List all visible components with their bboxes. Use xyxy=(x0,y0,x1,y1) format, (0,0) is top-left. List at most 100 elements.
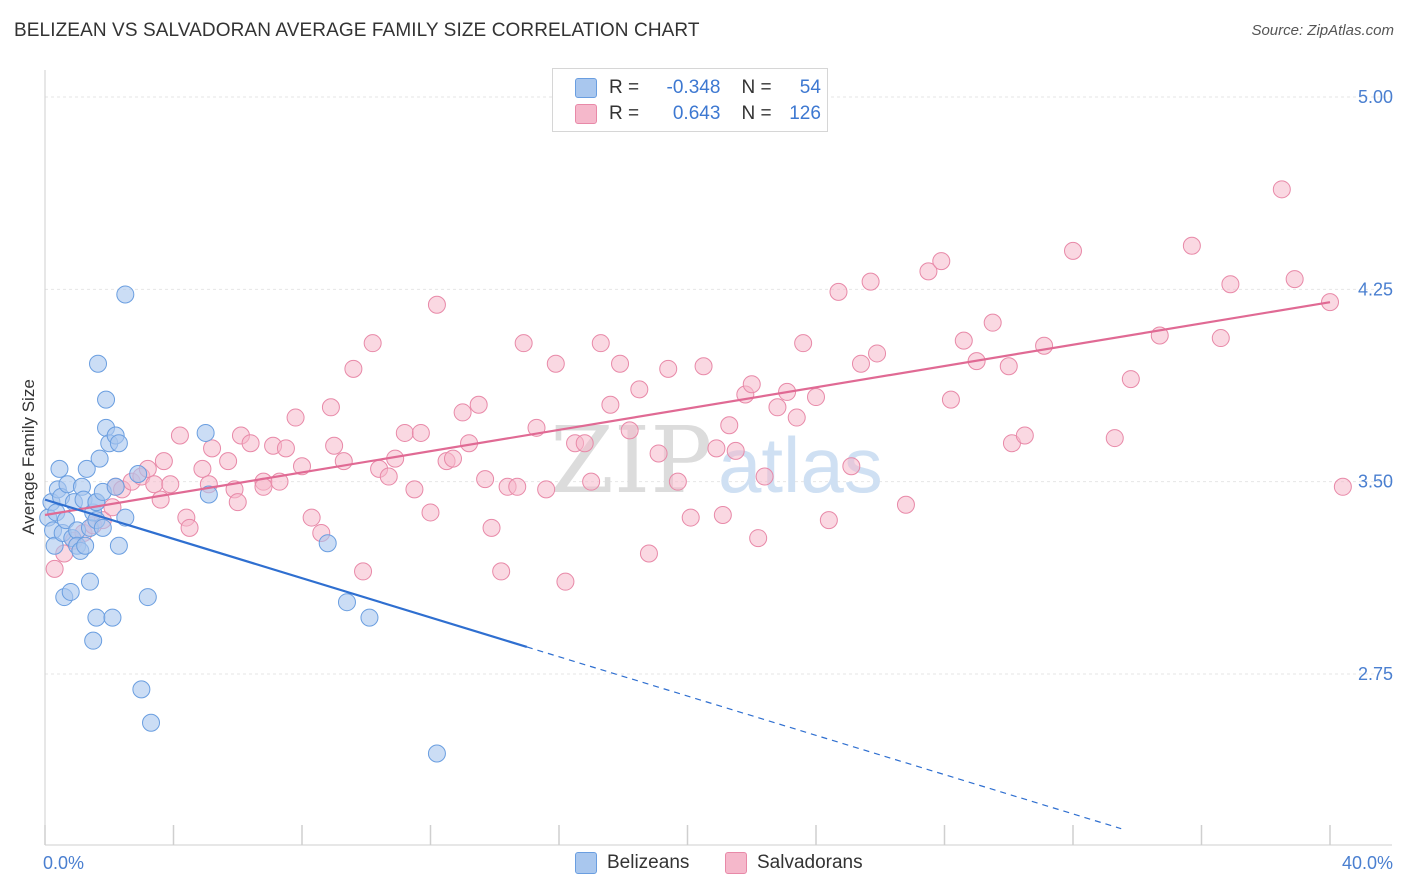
salvadoran-point xyxy=(145,475,164,494)
belizean-point xyxy=(80,572,99,591)
salvadoran-point xyxy=(707,439,726,458)
belizean-point xyxy=(318,534,337,553)
legend-swatch-blue xyxy=(575,852,597,874)
belizean-point xyxy=(45,536,64,555)
salvadoran-point xyxy=(720,416,739,435)
salvadoran-point xyxy=(591,334,610,353)
belizean-point xyxy=(87,608,106,627)
salvadoran-point xyxy=(344,359,363,378)
belizeans-points xyxy=(39,285,446,763)
salvadoran-point xyxy=(755,467,774,486)
salvadoran-point xyxy=(411,423,430,442)
salvadoran-point xyxy=(983,313,1002,332)
salvadoran-point xyxy=(1221,275,1240,294)
salvadoran-point xyxy=(1211,329,1230,348)
legend-item-salvadorans[interactable]: Salvadorans xyxy=(725,852,863,874)
salvadoran-point xyxy=(819,511,838,530)
salvadoran-point xyxy=(694,357,713,376)
salvadoran-point xyxy=(575,434,594,453)
salvadoran-point xyxy=(286,408,305,427)
salvadoran-point xyxy=(749,529,768,548)
salvadoran-point xyxy=(1121,370,1140,389)
salvadoran-point xyxy=(228,493,247,512)
salvadoran-point xyxy=(1333,477,1352,496)
salvadoran-point xyxy=(193,459,212,478)
salvadoran-point xyxy=(302,508,321,527)
legend-n-label: N = xyxy=(741,77,772,98)
salvadoran-point xyxy=(453,403,472,422)
salvadoran-point xyxy=(151,490,170,509)
salvadoran-point xyxy=(154,452,173,471)
salvadoran-point xyxy=(713,506,732,525)
salvadoran-point xyxy=(794,334,813,353)
salvadoran-point xyxy=(851,354,870,373)
salvadoran-point xyxy=(1272,180,1291,199)
salvadoran-point xyxy=(611,354,630,373)
salvadoran-point xyxy=(469,395,488,414)
salvadoran-point xyxy=(999,357,1018,376)
correlation-legend: R = -0.348 N = 54 R = 0.643 N = 126 xyxy=(552,68,828,132)
salvadoran-point xyxy=(482,518,501,537)
salvadoran-point xyxy=(1182,236,1201,255)
belizean-point xyxy=(116,285,135,304)
salvadoran-point xyxy=(276,439,295,458)
legend-n-value: 126 xyxy=(789,103,821,124)
salvadoran-point xyxy=(170,426,189,445)
x-tick-labels: 0.0% 40.0% xyxy=(43,853,1393,873)
y-axis-title: Average Family Size xyxy=(19,379,38,535)
legend-swatch-pink xyxy=(725,852,747,874)
legend-label: Salvadorans xyxy=(757,852,863,873)
salvadoran-point xyxy=(954,331,973,350)
salvadoran-point xyxy=(514,334,533,353)
belizean-point xyxy=(103,608,122,627)
salvadoran-point xyxy=(1015,426,1034,445)
salvadoran-point xyxy=(726,441,745,460)
belizean-point xyxy=(76,536,95,555)
salvadoran-point xyxy=(405,480,424,499)
salvadoran-point xyxy=(45,559,64,578)
salvadoran-point xyxy=(203,439,222,458)
legend-swatch-blue xyxy=(575,78,597,98)
salvadoran-point xyxy=(556,572,575,591)
belizean-point xyxy=(199,485,218,504)
belizean-point xyxy=(132,680,151,699)
salvadoran-point xyxy=(293,457,311,476)
legend-n-value: 54 xyxy=(799,77,821,98)
legend-r-label: R = xyxy=(609,103,640,124)
salvadoran-trend-line xyxy=(44,301,1331,517)
salvadoran-point xyxy=(325,436,344,455)
trend-lines xyxy=(44,301,1331,830)
y-tick-labels: 2.75 3.50 4.25 5.00 xyxy=(1358,87,1393,684)
salvadoran-point xyxy=(649,444,668,463)
belizean-point xyxy=(90,449,109,468)
salvadoran-point xyxy=(807,388,825,407)
belizean-point xyxy=(93,518,112,537)
salvadoran-point xyxy=(896,495,915,514)
belizean-point xyxy=(196,423,215,442)
salvadoran-point xyxy=(668,472,687,491)
salvadoran-point xyxy=(427,295,446,314)
legend-n-label: N = xyxy=(741,103,772,124)
legend-row-belizeans: R = -0.348 N = 54 xyxy=(575,76,821,100)
chart-title: BELIZEAN VS SALVADORAN AVERAGE FAMILY SI… xyxy=(14,20,700,41)
x-tick-label-max: 40.0% xyxy=(1342,853,1393,873)
belizean-point xyxy=(138,588,157,607)
legend-item-belizeans[interactable]: Belizeans xyxy=(575,852,689,874)
legend-label: Belizeans xyxy=(607,852,690,873)
y-tick-label: 4.25 xyxy=(1358,279,1393,299)
salvadoran-point xyxy=(492,562,511,581)
belizean-point xyxy=(109,536,128,555)
salvadoran-point xyxy=(1035,336,1054,355)
belizean-point xyxy=(109,434,128,453)
salvadoran-point xyxy=(868,344,887,363)
belizean-point xyxy=(89,354,108,373)
salvadoran-point xyxy=(363,334,382,353)
belizean-point xyxy=(77,459,96,478)
salvadoran-point xyxy=(161,475,180,494)
salvadoran-point xyxy=(842,457,861,476)
salvadoran-point xyxy=(787,408,806,427)
legend-r-value: 0.643 xyxy=(672,103,721,124)
belizean-point xyxy=(84,631,103,650)
salvadoran-point xyxy=(768,398,787,417)
